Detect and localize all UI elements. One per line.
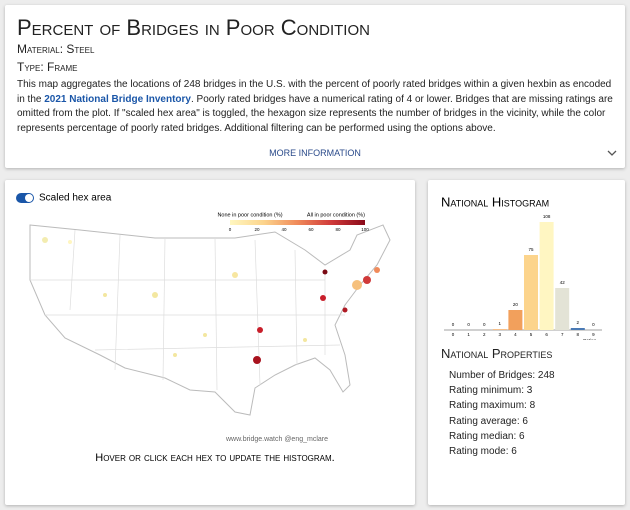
x-tick-label: 4 [514,332,517,337]
legend-tick-label: 60 [308,227,314,232]
value-label: 1 [499,321,502,326]
title: Percent of Bridges in Poor Condition [17,15,370,40]
bar [508,310,523,330]
x-tick-label: 8 [577,332,580,337]
toggle-knob[interactable] [25,194,33,202]
caption: Hover or click each hex to update the hi… [95,452,334,464]
type: Type: Frame [17,60,78,74]
legend-left-label: None in poor condition (%) [217,212,282,218]
x-axis-label: Rating → [583,338,602,340]
description: This map aggregates the locations of 248… [17,78,617,136]
histogram: National Histogram 000102132047551086427… [441,194,602,343]
value-label: 75 [528,247,534,252]
bar [555,288,570,330]
property: Rating maximum: 8 [449,400,536,412]
state-borders [30,229,345,391]
bar [570,328,585,330]
legend-tick-label: 80 [335,227,341,232]
chevron[interactable] [607,149,617,157]
value-label: 0 [592,322,595,327]
x-tick-label: 6 [545,332,548,337]
x-tick-label: 3 [499,332,502,337]
property: Rating average: 6 [449,415,528,427]
properties-list: Number of Bridges: 248 Rating minimum: 3 R… [449,368,555,459]
map: Scaled hex area None in poor condition (… [16,193,391,464]
legend-bar [230,220,365,225]
x-tick-label: 0 [452,332,455,337]
bar [492,329,507,330]
property: Rating mode: 6 [449,446,517,458]
credit: www.bridge.watch @eng_mclare [225,436,328,443]
text: This map aggregates the locations of 248… [17,79,612,105]
text: . Poorly rated bridges have a numerical … [17,93,613,134]
toggle-label: Scaled hex area [39,193,112,204]
more-info-button[interactable]: MORE INFORMATION [269,148,361,158]
x-tick-label: 1 [467,332,470,337]
link[interactable]: 2021 National Bridge Inventory [44,93,191,105]
legend-tick-label: 100 [361,227,369,232]
legend-tick-label: 40 [281,227,287,232]
property: Rating minimum: 3 [449,385,533,397]
x-tick-label: 5 [530,332,533,337]
side-card: National Histogram 0 0 0 1 0 2 1 3 20 4 75 5 108 6 42 7… [428,180,625,505]
x-tick-label: 9 [592,332,595,337]
properties-title: National Properties [441,346,553,361]
value-label: 20 [513,302,519,307]
x-tick-label: 2 [483,332,486,337]
us-outline [29,224,391,416]
value-label: 0 [467,322,470,327]
info-card: Percent of Bridges in Poor Condition Mat… [5,5,625,168]
legend-right-label: All in poor condition (%) [307,212,365,218]
property: Number of Bridges: 248 [449,370,555,381]
value-label: 108 [543,214,551,219]
bar [524,255,538,330]
bar [539,222,554,330]
hexes [42,237,380,364]
material: Material: Steel [17,42,95,56]
legend-tick-label: 0 [229,227,232,232]
value-label: 2 [577,320,580,325]
histogram-title: National Histogram [441,194,549,209]
value-label: 0 [452,322,455,327]
x-tick-label: 7 [561,332,564,337]
value-label: 0 [483,322,486,327]
property: Rating median: 6 [449,430,525,442]
value-label: 42 [560,280,566,285]
legend-tick-label: 20 [254,227,260,232]
map-card: Scaled hex area None in poor condition (… [5,180,415,505]
